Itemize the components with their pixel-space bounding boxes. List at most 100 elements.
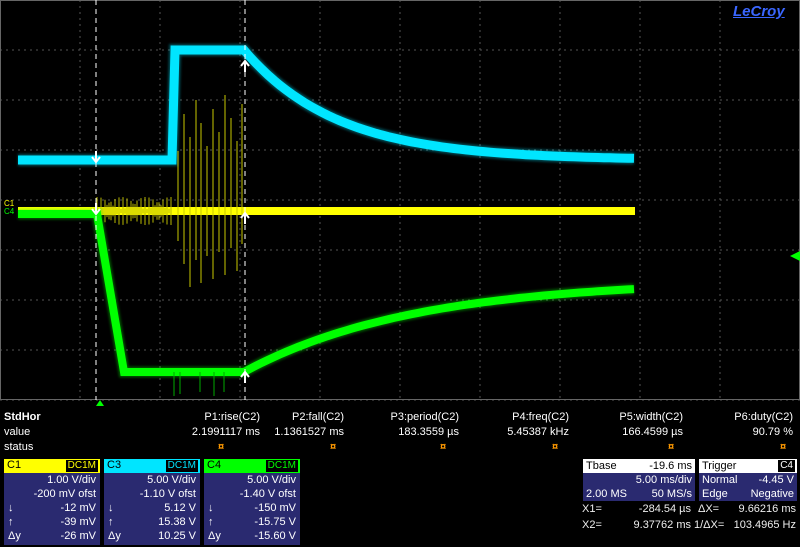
timebase-box[interactable]: Tbase -19.6 ms 5.00 ms/div 2.00 MS 50 MS… — [583, 459, 695, 501]
status-icon-p2: ¤ — [330, 441, 337, 453]
trace-band — [18, 45, 635, 165]
cursor-down-icon: ↓ — [8, 502, 14, 514]
volts-per-div: 5.00 V/div — [147, 474, 196, 486]
cursor-readout-x1: X1= -284.54 µs ΔX= 9.66216 ms — [582, 503, 798, 518]
channel-offset: -1.10 V ofst — [139, 488, 196, 500]
cursor-down-value: ↓ -150 mV — [208, 502, 296, 514]
trigger-label: Trigger — [702, 460, 737, 472]
trace-c1 — [18, 95, 635, 287]
delta-y-value: Δy -15.60 V — [208, 530, 296, 542]
time-cursors[interactable] — [91, 0, 250, 400]
cursor-down-icon: ↓ — [108, 502, 114, 514]
delta-y-label: Δy — [108, 530, 121, 542]
meas-value-p5: 166.4599 µs — [622, 426, 683, 438]
status-icon-p1: ¤ — [218, 441, 225, 453]
measurement-header-row: StdHor P1:rise(C2) P2:fall(C2) P3:period… — [0, 411, 800, 426]
channel-name: C3 — [107, 459, 122, 471]
delta-y-value: Δy 10.25 V — [108, 530, 196, 542]
status-icon-p5: ¤ — [668, 441, 675, 453]
volts-per-div: 5.00 V/div — [247, 474, 296, 486]
trigger-header[interactable]: Trigger C4 — [699, 459, 797, 473]
meas-param-p3[interactable]: P3:period(C2) — [390, 411, 459, 423]
row-label-value: value — [4, 426, 31, 438]
x2-value: 9.37762 ms — [633, 519, 691, 531]
dx-label: ΔX= — [698, 503, 720, 515]
channel-box-c1[interactable]: C1 DC1M 1.00 V/div -200 mV ofst ↓ -12 mV … — [4, 459, 100, 545]
meas-value-p3: 183.3559 µs — [398, 426, 459, 438]
delta-y-label: Δy — [208, 530, 221, 542]
cursor-up-arrow-icon — [240, 370, 250, 383]
trigger-source: C4 — [778, 460, 795, 472]
trigger-type: Edge — [702, 488, 728, 500]
cursor-up-arrow-icon — [240, 211, 250, 224]
channel-box-c4[interactable]: C4 DC1M 5.00 V/div -1.40 V ofst ↓ -150 mV… — [204, 459, 300, 545]
coupling-badge: DC1M — [265, 460, 298, 472]
cursor-up-icon: ↑ — [208, 516, 214, 528]
trigger-level-marker-icon — [790, 251, 800, 261]
trace-c3 — [18, 44, 635, 166]
trace-glow — [18, 44, 635, 166]
timebase-rate: 50 MS/s — [651, 488, 692, 500]
cursor-down-value: ↓ -12 mV — [8, 502, 96, 514]
inv-dx-value: 103.4965 Hz — [733, 519, 796, 531]
timebase-header[interactable]: Tbase -19.6 ms — [583, 459, 695, 473]
row-label-header: StdHor — [4, 411, 41, 423]
cursor-up-icon: ↑ — [8, 516, 14, 528]
cursor-readout-x2: X2= 9.37762 ms 1/ΔX= 103.4965 Hz — [582, 519, 798, 534]
meas-param-p4[interactable]: P4:freq(C2) — [512, 411, 569, 423]
measurement-status-row: status ¤ ¤ ¤ ¤ ¤ ¤ — [0, 441, 800, 456]
channel-offset: -200 mV ofst — [33, 488, 96, 500]
cursor-up-value: ↑ 15.38 V — [108, 516, 196, 528]
meas-param-p1[interactable]: P1:rise(C2) — [204, 411, 260, 423]
trigger-mode: Normal — [702, 474, 738, 486]
trace-band — [18, 210, 635, 376]
measurement-value-row: value 2.1991117 ms 1.1361527 ms 183.3559… — [0, 426, 800, 441]
row-label-status: status — [4, 441, 34, 453]
trigger-time-marker-icon — [96, 400, 104, 406]
timebase-samples: 2.00 MS — [586, 488, 627, 500]
channel-box-c3[interactable]: C3 DC1M 5.00 V/div -1.10 V ofst ↓ 5.12 V … — [104, 459, 200, 545]
meas-value-p4: 5.45387 kHz — [507, 426, 569, 438]
channel-header-c1[interactable]: C1 DC1M — [4, 459, 100, 473]
status-icon-p3: ¤ — [440, 441, 447, 453]
timebase-position: -19.6 ms — [649, 460, 692, 472]
channel-header-c3[interactable]: C3 DC1M — [104, 459, 200, 473]
delta-y-label: Δy — [8, 530, 21, 542]
trace-c4 — [18, 208, 635, 396]
meas-value-p2: 1.1361527 ms — [274, 426, 344, 438]
status-icon-p4: ¤ — [552, 441, 559, 453]
meas-param-p2[interactable]: P2:fall(C2) — [292, 411, 344, 423]
volts-per-div: 1.00 V/div — [47, 474, 96, 486]
channel-offset: -1.40 V ofst — [239, 488, 296, 500]
cursor-up-icon: ↑ — [108, 516, 114, 528]
x1-label: X1= — [582, 503, 602, 515]
inv-dx-label: 1/ΔX= — [694, 519, 725, 531]
meas-value-p6: 90.79 % — [752, 426, 793, 438]
cursor-down-arrow-icon — [91, 203, 101, 216]
status-icon-p6: ¤ — [780, 441, 787, 453]
channel-header-c4[interactable]: C4 DC1M — [204, 459, 300, 473]
channel-name: C4 — [207, 459, 222, 471]
meas-param-p6[interactable]: P6:duty(C2) — [734, 411, 793, 423]
switching-spikes — [177, 95, 243, 287]
graticule — [0, 0, 800, 401]
trigger-level: -4.45 V — [758, 474, 794, 486]
coupling-badge: DC1M — [165, 460, 198, 472]
cursor-up-value: ↑ -39 mV — [8, 516, 96, 528]
delta-y-value: Δy -26 mV — [8, 530, 96, 542]
trace-label-c1: C1 — [4, 199, 15, 208]
cursor-up-arrow-icon — [240, 59, 250, 72]
timebase-scale: 5.00 ms/div — [635, 474, 692, 486]
channel-name: C1 — [7, 459, 22, 471]
trace-c4-spikes — [173, 372, 225, 396]
timebase-scale-row: 5.00 ms/div — [583, 473, 695, 487]
trigger-box[interactable]: Trigger C4 Normal -4.45 V Edge Negative — [699, 459, 797, 501]
waveform-display: C1 C4 — [0, 0, 800, 406]
cursor-down-value: ↓ 5.12 V — [108, 502, 196, 514]
trigger-type-row: Edge Negative — [699, 487, 797, 501]
trigger-slope: Negative — [750, 488, 794, 500]
x1-value: -284.54 µs — [638, 503, 691, 515]
meas-param-p5[interactable]: P5:width(C2) — [619, 411, 683, 423]
cursor-down-arrow-icon — [91, 151, 101, 164]
trace-label-c4: C4 — [4, 207, 15, 216]
